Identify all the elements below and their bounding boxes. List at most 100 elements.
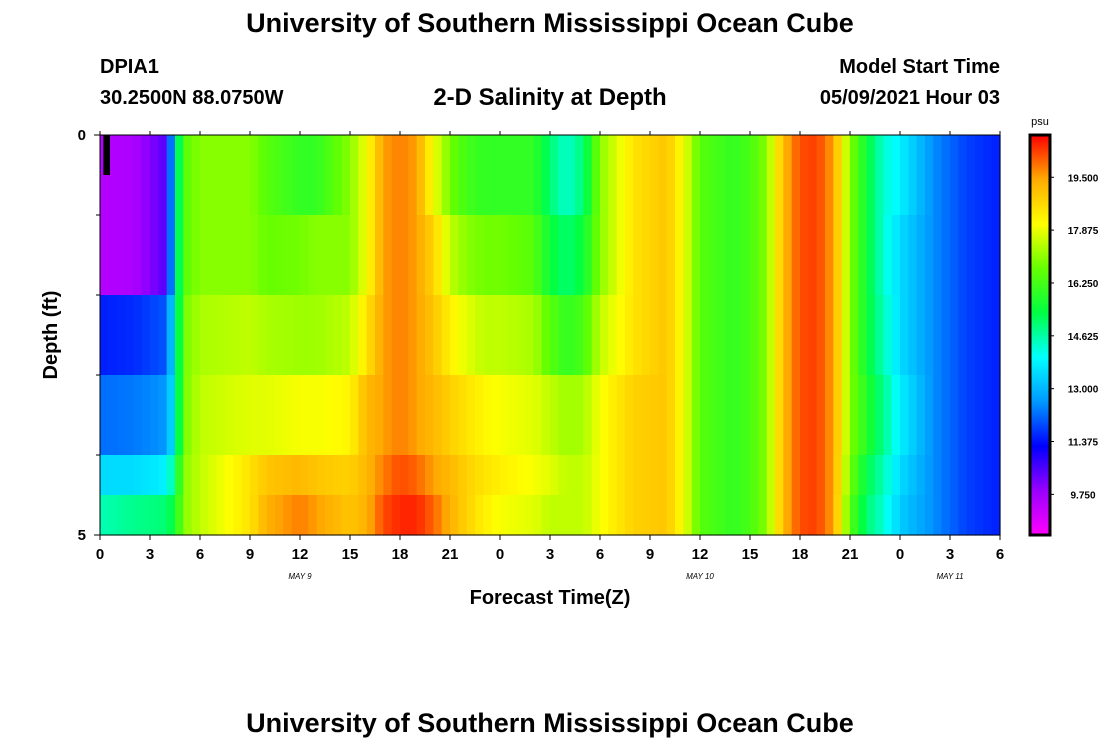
heatmap-cell bbox=[233, 495, 243, 536]
heatmap-cell bbox=[775, 135, 784, 216]
heatmap-cell bbox=[625, 495, 634, 536]
heatmap-cell bbox=[425, 455, 434, 496]
heatmap-cell bbox=[958, 375, 968, 456]
heatmap-cell bbox=[333, 135, 343, 216]
heatmap-cell bbox=[116, 375, 126, 456]
heatmap-cell bbox=[291, 135, 301, 216]
heatmap-cell bbox=[358, 495, 368, 536]
heatmap-cell bbox=[358, 295, 368, 376]
heatmap-cell bbox=[558, 495, 568, 536]
heatmap-cell bbox=[233, 455, 243, 496]
heatmap-cell bbox=[641, 295, 651, 376]
heatmap-cell bbox=[666, 135, 676, 216]
heatmap-cell bbox=[816, 215, 826, 296]
heatmap-cell bbox=[308, 375, 318, 456]
heatmap-cell bbox=[600, 295, 609, 376]
heatmap-cell bbox=[525, 495, 534, 536]
heatmap-cell bbox=[408, 295, 418, 376]
x-tick-label: 12 bbox=[692, 546, 709, 563]
heatmap-cell bbox=[516, 215, 526, 296]
heatmap-cell bbox=[200, 455, 209, 496]
heatmap-cell bbox=[508, 215, 518, 296]
heatmap-cell bbox=[866, 495, 876, 536]
heatmap-cell bbox=[516, 455, 526, 496]
heatmap-cell bbox=[191, 215, 201, 296]
heatmap-cell bbox=[258, 295, 268, 376]
heatmap-cell bbox=[716, 455, 726, 496]
heatmap-cell bbox=[858, 295, 868, 376]
heatmap-cell bbox=[891, 215, 901, 296]
heatmap-cell bbox=[800, 135, 809, 216]
heatmap-cell bbox=[266, 215, 276, 296]
heatmap-cell bbox=[400, 495, 409, 536]
heatmap-cell bbox=[800, 455, 809, 496]
heatmap-cell bbox=[175, 495, 184, 536]
heatmap-cell bbox=[908, 215, 918, 296]
heatmap-cell bbox=[783, 455, 793, 496]
heatmap-cell bbox=[950, 215, 959, 296]
heatmap-cell bbox=[166, 455, 176, 496]
x-day-label: MAY 10 bbox=[686, 572, 714, 581]
heatmap-cell bbox=[350, 215, 359, 296]
heatmap-cell bbox=[550, 295, 559, 376]
heatmap-cell bbox=[991, 135, 1001, 216]
heatmap-cell bbox=[975, 295, 984, 376]
heatmap-cell bbox=[416, 455, 426, 496]
heatmap-cell bbox=[908, 135, 918, 216]
y-axis-title: Depth (ft) bbox=[40, 291, 62, 380]
heatmap-cell bbox=[633, 375, 643, 456]
x-axis-title: Forecast Time(Z) bbox=[470, 587, 631, 609]
heatmap-cell bbox=[691, 495, 701, 536]
heatmap-cell bbox=[525, 215, 534, 296]
heatmap-cell bbox=[300, 455, 309, 496]
x-tick-label: 3 bbox=[946, 546, 954, 563]
x-tick-label: 0 bbox=[496, 546, 504, 563]
heatmap-cell bbox=[741, 495, 751, 536]
heatmap-cell bbox=[325, 295, 334, 376]
heatmap-cell bbox=[325, 455, 334, 496]
heatmap-cell bbox=[391, 375, 401, 456]
heatmap-cell bbox=[166, 295, 176, 376]
heatmap-cell bbox=[433, 135, 443, 216]
heatmap-cell bbox=[366, 295, 376, 376]
heatmap-cell bbox=[925, 455, 934, 496]
heatmap-cell bbox=[925, 215, 934, 296]
heatmap-cell bbox=[375, 495, 384, 536]
heatmap-cell bbox=[558, 135, 568, 216]
heatmap-cell bbox=[341, 495, 351, 536]
heatmap-cell bbox=[216, 135, 226, 216]
heatmap-cell bbox=[150, 455, 159, 496]
heatmap-cell bbox=[716, 375, 726, 456]
heatmap-cell bbox=[116, 455, 126, 496]
heatmap-cell bbox=[158, 495, 168, 536]
heatmap-cell bbox=[975, 495, 984, 536]
heatmap-cell bbox=[283, 375, 293, 456]
model-start-label: Model Start Time bbox=[839, 56, 1000, 78]
heatmap-cell bbox=[841, 455, 851, 496]
heatmap-cell bbox=[741, 215, 751, 296]
heatmap-cell bbox=[816, 135, 826, 216]
heatmap-cell bbox=[275, 295, 284, 376]
heatmap-cell bbox=[258, 455, 268, 496]
heatmap-cell bbox=[108, 215, 118, 296]
heatmap-cell bbox=[600, 375, 609, 456]
heatmap-cell bbox=[183, 375, 193, 456]
x-day-label: MAY 9 bbox=[288, 572, 312, 581]
heatmap-cell bbox=[775, 215, 784, 296]
heatmap-cell bbox=[141, 135, 151, 216]
colorbar-unit: psu bbox=[1031, 116, 1049, 128]
heatmap-cell bbox=[608, 375, 618, 456]
heatmap-cell bbox=[366, 455, 376, 496]
heatmap-cell bbox=[708, 215, 718, 296]
heatmap-cell bbox=[783, 495, 793, 536]
heatmap-cell bbox=[900, 295, 909, 376]
heatmap-cell bbox=[583, 135, 593, 216]
heatmap-cell bbox=[483, 455, 493, 496]
heatmap-cell bbox=[950, 495, 959, 536]
heatmap-cell bbox=[166, 215, 176, 296]
heatmap-cell bbox=[675, 215, 684, 296]
heatmap-cell bbox=[425, 215, 434, 296]
heatmap-cell bbox=[491, 135, 501, 216]
heatmap-cell bbox=[433, 295, 443, 376]
